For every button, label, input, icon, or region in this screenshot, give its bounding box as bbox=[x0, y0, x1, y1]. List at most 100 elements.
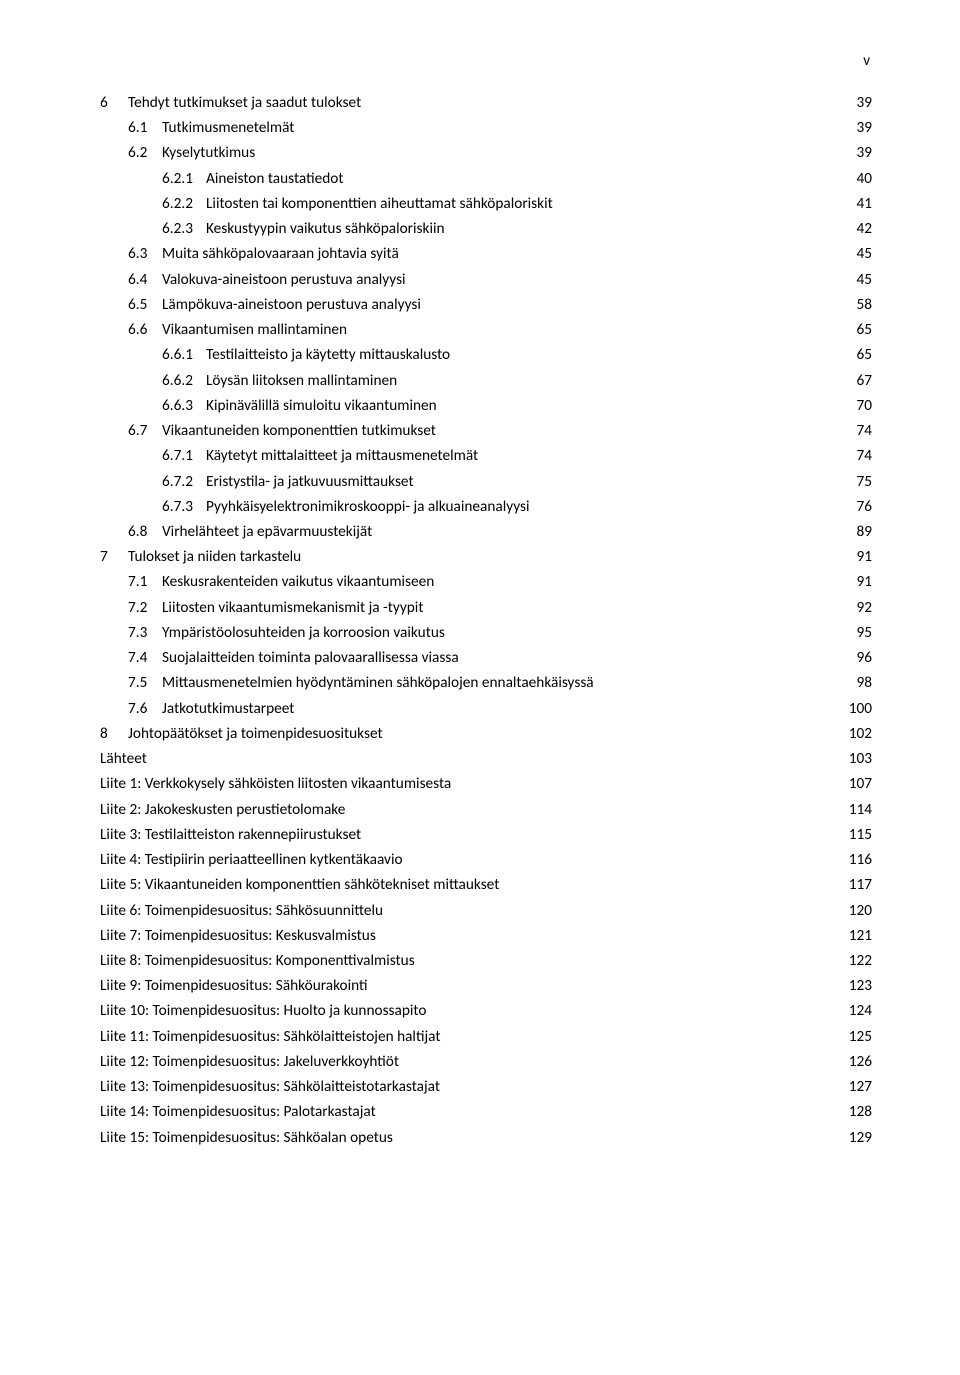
toc-entry-label: Liite 5: Vikaantuneiden komponenttien sä… bbox=[100, 872, 499, 897]
toc-entry-label: Lähteet bbox=[100, 746, 147, 771]
toc-entry-number: 6.2 bbox=[128, 140, 162, 165]
toc-row: Liite 2: Jakokeskusten perustietolomake 1… bbox=[100, 797, 872, 822]
page: v 6Tehdyt tutkimukset ja saadut tulokset… bbox=[0, 0, 960, 1240]
toc-entry-label: Liitosten vikaantumismekanismit ja -tyyp… bbox=[162, 595, 423, 620]
toc-entry-page: 120 bbox=[840, 898, 872, 923]
toc-entry-label: Tulokset ja niiden tarkastelu bbox=[128, 544, 301, 569]
toc-entry-label: Vikaantumisen mallintaminen bbox=[162, 317, 347, 342]
toc-entry-page: 121 bbox=[840, 923, 872, 948]
toc-entry-number: 6.7.2 bbox=[162, 469, 206, 494]
toc-row: 7.3Ympäristöolosuhteiden ja korroosion v… bbox=[100, 620, 872, 645]
toc-row: 6.2Kyselytutkimus39 bbox=[100, 140, 872, 165]
toc-row: Liite 11: Toimenpidesuositus: Sähkölaitt… bbox=[100, 1024, 872, 1049]
toc-entry-page: 91 bbox=[840, 544, 872, 569]
toc-row: Liite 13: Toimenpidesuositus: Sähkölaitt… bbox=[100, 1074, 872, 1099]
toc-entry-page: 74 bbox=[840, 418, 872, 443]
toc-entry-page: 123 bbox=[840, 973, 872, 998]
toc-entry-page: 58 bbox=[840, 292, 872, 317]
toc-row: 6.7.2Eristystila- ja jatkuvuusmittaukset… bbox=[100, 469, 872, 494]
toc-entry-number: 6.2.1 bbox=[162, 166, 206, 191]
toc-entry-label: Mittausmenetelmien hyödyntäminen sähköpa… bbox=[162, 670, 594, 695]
toc-entry-number: 6.2.2 bbox=[162, 191, 206, 216]
toc-entry-number: 7.4 bbox=[128, 645, 162, 670]
toc-entry-number: 6.7 bbox=[128, 418, 162, 443]
toc-entry-label: Aineiston taustatiedot bbox=[206, 166, 343, 191]
toc-entry-page: 70 bbox=[840, 393, 872, 418]
toc-entry-page: 129 bbox=[840, 1125, 872, 1150]
toc-entry-page: 45 bbox=[840, 267, 872, 292]
toc-entry-label: Valokuva-aineistoon perustuva analyysi bbox=[162, 267, 406, 292]
toc-entry-page: 42 bbox=[840, 216, 872, 241]
toc-entry-label: Liite 4: Testipiirin periaatteellinen ky… bbox=[100, 847, 403, 872]
toc-row: 6.6.1Testilaitteisto ja käytetty mittaus… bbox=[100, 342, 872, 367]
toc-entry-page: 100 bbox=[840, 696, 872, 721]
toc-entry-label: Liite 7: Toimenpidesuositus: Keskusvalmi… bbox=[100, 923, 376, 948]
toc-entry-label: Liite 6: Toimenpidesuositus: Sähkösuunni… bbox=[100, 898, 383, 923]
toc-entry-page: 45 bbox=[840, 241, 872, 266]
toc-row: 6.5Lämpökuva-aineistoon perustuva analyy… bbox=[100, 292, 872, 317]
toc-entry-page: 124 bbox=[840, 998, 872, 1023]
toc-entry-number: 6.6.1 bbox=[162, 342, 206, 367]
toc-entry-label: Liite 9: Toimenpidesuositus: Sähköurakoi… bbox=[100, 973, 368, 998]
toc-entry-label: Tutkimusmenetelmät bbox=[162, 115, 294, 140]
toc-row: 7.2Liitosten vikaantumismekanismit ja -t… bbox=[100, 595, 872, 620]
toc-entry-page: 76 bbox=[840, 494, 872, 519]
toc-entry-number: 6 bbox=[100, 90, 128, 115]
toc-entry-label: Liite 2: Jakokeskusten perustietolomake bbox=[100, 797, 345, 822]
toc-entry-number: 6.2.3 bbox=[162, 216, 206, 241]
toc-entry-label: Virhelähteet ja epävarmuustekijät bbox=[162, 519, 372, 544]
toc-entry-page: 126 bbox=[840, 1049, 872, 1074]
toc-entry-number: 7.2 bbox=[128, 595, 162, 620]
toc-entry-page: 125 bbox=[840, 1024, 872, 1049]
toc-entry-page: 95 bbox=[840, 620, 872, 645]
toc-entry-label: Jatkotutkimustarpeet bbox=[162, 696, 294, 721]
toc-entry-label: Ympäristöolosuhteiden ja korroosion vaik… bbox=[162, 620, 445, 645]
toc-entry-number: 6.6 bbox=[128, 317, 162, 342]
toc-entry-page: 74 bbox=[840, 443, 872, 468]
toc-entry-label: Keskustyypin vaikutus sähköpaloriskiin bbox=[206, 216, 445, 241]
toc-entry-number: 6.7.3 bbox=[162, 494, 206, 519]
toc-entry-label: Liite 13: Toimenpidesuositus: Sähkölaitt… bbox=[100, 1074, 440, 1099]
toc-entry-label: Muita sähköpalovaaraan johtavia syitä bbox=[162, 241, 399, 266]
toc-row: 6.3Muita sähköpalovaaraan johtavia syitä… bbox=[100, 241, 872, 266]
toc-entry-label: Löysän liitoksen mallintaminen bbox=[206, 368, 397, 393]
toc-entry-label: Liite 3: Testilaitteiston rakennepiirust… bbox=[100, 822, 361, 847]
toc-entry-label: Keskusrakenteiden vaikutus vikaantumisee… bbox=[162, 569, 434, 594]
toc-row: 7.4Suojalaitteiden toiminta palovaaralli… bbox=[100, 645, 872, 670]
toc-row: 6.6.2Löysän liitoksen mallintaminen67 bbox=[100, 368, 872, 393]
toc-entry-page: 102 bbox=[840, 721, 872, 746]
toc-entry-label: Testilaitteisto ja käytetty mittauskalus… bbox=[206, 342, 450, 367]
toc-row: 6.2.1Aineiston taustatiedot 40 bbox=[100, 166, 872, 191]
toc-row: 7.1Keskusrakenteiden vaikutus vikaantumi… bbox=[100, 569, 872, 594]
toc-row: Liite 14: Toimenpidesuositus: Palotarkas… bbox=[100, 1099, 872, 1124]
toc-entry-page: 98 bbox=[840, 670, 872, 695]
toc-entry-label: Liite 8: Toimenpidesuositus: Komponentti… bbox=[100, 948, 415, 973]
toc-row: Liite 7: Toimenpidesuositus: Keskusvalmi… bbox=[100, 923, 872, 948]
toc-entry-page: 122 bbox=[840, 948, 872, 973]
toc-entry-label: Liitosten tai komponenttien aiheuttamat … bbox=[206, 191, 553, 216]
toc-entry-page: 91 bbox=[840, 569, 872, 594]
toc-entry-page: 103 bbox=[840, 746, 872, 771]
toc-entry-label: Liite 12: Toimenpidesuositus: Jakeluverk… bbox=[100, 1049, 399, 1074]
toc-row: 6.7Vikaantuneiden komponenttien tutkimuk… bbox=[100, 418, 872, 443]
toc-row: 6Tehdyt tutkimukset ja saadut tulokset39 bbox=[100, 90, 872, 115]
toc-entry-number: 7 bbox=[100, 544, 128, 569]
toc-entry-number: 6.1 bbox=[128, 115, 162, 140]
toc-row: 6.2.3Keskustyypin vaikutus sähköpalorisk… bbox=[100, 216, 872, 241]
toc-row: Liite 10: Toimenpidesuositus: Huolto ja … bbox=[100, 998, 872, 1023]
toc-entry-page: 75 bbox=[840, 469, 872, 494]
toc-entry-page: 117 bbox=[840, 872, 872, 897]
toc-row: Liite 12: Toimenpidesuositus: Jakeluverk… bbox=[100, 1049, 872, 1074]
table-of-contents: 6Tehdyt tutkimukset ja saadut tulokset39… bbox=[100, 90, 872, 1150]
toc-entry-page: 127 bbox=[840, 1074, 872, 1099]
toc-row: 6.2.2Liitosten tai komponenttien aiheutt… bbox=[100, 191, 872, 216]
toc-entry-page: 114 bbox=[840, 797, 872, 822]
toc-row: 8Johtopäätökset ja toimenpidesuositukset… bbox=[100, 721, 872, 746]
toc-row: Liite 6: Toimenpidesuositus: Sähkösuunni… bbox=[100, 898, 872, 923]
toc-entry-number: 7.3 bbox=[128, 620, 162, 645]
toc-row: Lähteet 103 bbox=[100, 746, 872, 771]
toc-row: Liite 9: Toimenpidesuositus: Sähköurakoi… bbox=[100, 973, 872, 998]
toc-entry-label: Tehdyt tutkimukset ja saadut tulokset bbox=[128, 90, 361, 115]
toc-entry-label: Lämpökuva-aineistoon perustuva analyysi bbox=[162, 292, 421, 317]
toc-entry-page: 40 bbox=[840, 166, 872, 191]
